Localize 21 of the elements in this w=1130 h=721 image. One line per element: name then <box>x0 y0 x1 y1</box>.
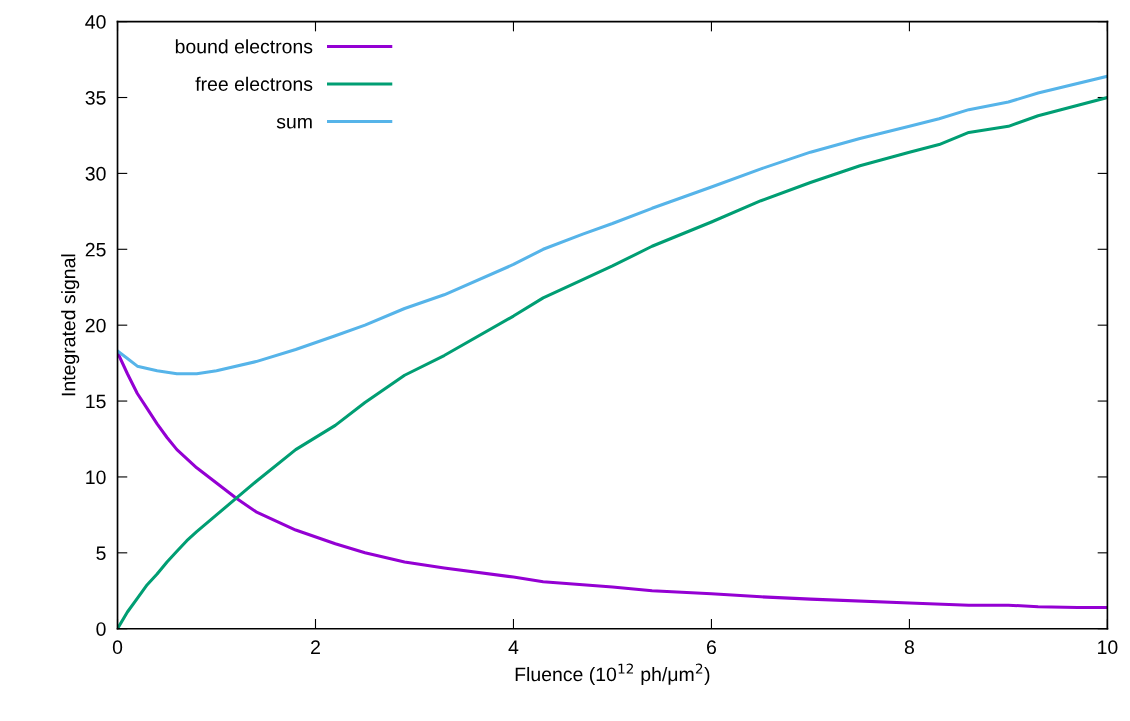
x-tick-label: 10 <box>1098 640 1118 655</box>
y-tick-label: 40 <box>85 15 106 29</box>
y-tick-label: 35 <box>85 90 106 105</box>
y-tick-label: 25 <box>85 242 106 257</box>
x-tick-label: 6 <box>707 640 716 655</box>
y-tick-label: 15 <box>86 394 106 409</box>
legend-label: bound electrons <box>175 39 313 54</box>
y-tick-label: 20 <box>85 318 106 333</box>
y-tick-label: 10 <box>86 470 106 485</box>
x-axis-title: Fluence (10$^{12}$ ph/μm$^{2}$) <box>515 663 710 686</box>
y-tick-label: 0 <box>96 622 106 636</box>
y-tick-label: 30 <box>85 166 106 181</box>
line-series <box>117 74 1108 376</box>
x-tick-label: 2 <box>311 640 320 654</box>
legend-label: sum <box>276 117 312 129</box>
x-tick-label: 8 <box>904 640 914 655</box>
y-axis-title: Integrated signal <box>61 254 80 396</box>
y-tick-label: 5 <box>96 546 106 561</box>
legend-label: free electrons <box>195 76 313 91</box>
x-tick-label: 0 <box>112 640 123 655</box>
x-tick-label: 4 <box>508 640 519 654</box>
